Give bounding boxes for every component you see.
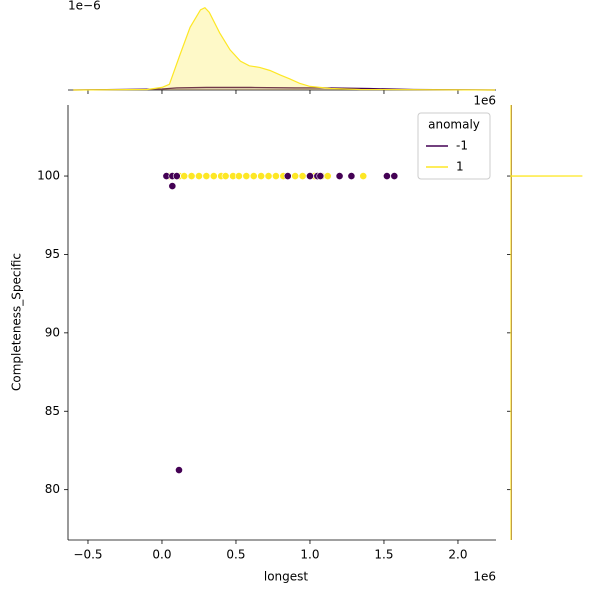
density-line bbox=[73, 86, 496, 91]
x-offset-label: 1e6 bbox=[473, 570, 496, 584]
legend-label: -1 bbox=[456, 139, 468, 153]
point bbox=[335, 172, 344, 180]
x-tick-label: 2.0 bbox=[448, 548, 467, 562]
density-area bbox=[73, 7, 495, 91]
point bbox=[306, 172, 314, 180]
point bbox=[180, 172, 189, 180]
point bbox=[209, 172, 218, 180]
legend-title: anomaly bbox=[428, 118, 480, 132]
point bbox=[390, 172, 399, 180]
x-tick-label: 1.5 bbox=[374, 548, 393, 562]
point bbox=[242, 172, 251, 180]
x-axis-label: longest bbox=[264, 570, 309, 584]
point bbox=[202, 172, 211, 180]
point bbox=[359, 172, 368, 180]
point bbox=[316, 172, 325, 180]
point bbox=[235, 172, 243, 180]
point bbox=[195, 172, 203, 180]
point bbox=[187, 172, 196, 180]
x-tick-label: 0.5 bbox=[226, 548, 245, 562]
x-tick-label: 0.0 bbox=[152, 548, 171, 562]
point bbox=[257, 172, 266, 180]
x-tick-label: −0.5 bbox=[73, 548, 102, 562]
y-tick-label: 100 bbox=[37, 169, 60, 183]
point bbox=[298, 172, 307, 180]
point bbox=[168, 182, 177, 190]
y-tick-label: 85 bbox=[45, 404, 60, 418]
point bbox=[172, 172, 181, 180]
density-line bbox=[510, 105, 583, 540]
top-x-offset-label: 1e6 bbox=[473, 94, 496, 108]
point bbox=[175, 466, 183, 474]
point bbox=[221, 172, 230, 180]
point bbox=[347, 172, 356, 180]
point bbox=[249, 172, 258, 180]
y-tick-label: 80 bbox=[45, 482, 60, 496]
x-tick-label: 1.0 bbox=[300, 548, 319, 562]
point bbox=[283, 172, 292, 180]
y-tick-label: 95 bbox=[45, 247, 60, 261]
legend-box bbox=[417, 112, 491, 180]
y-axis-label: Completeness_Specific bbox=[10, 253, 24, 391]
point bbox=[264, 172, 273, 180]
density-line bbox=[73, 6, 496, 91]
point bbox=[383, 172, 391, 180]
point bbox=[323, 172, 332, 180]
y-tick-label: 90 bbox=[45, 325, 60, 339]
legend-label: 1 bbox=[456, 160, 464, 174]
point bbox=[272, 172, 280, 180]
point bbox=[291, 172, 300, 180]
top-offset-label: 1e−6 bbox=[68, 0, 101, 13]
